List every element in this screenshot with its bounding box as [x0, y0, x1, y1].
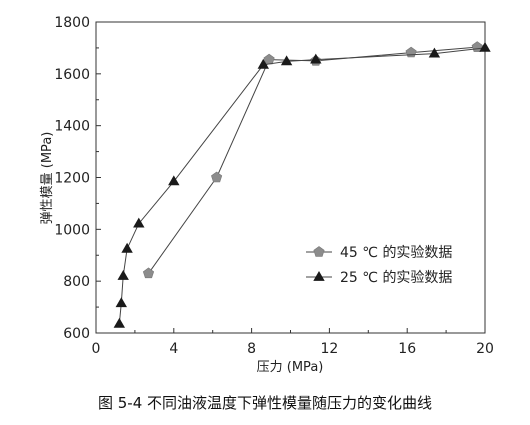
x-tick-label: 12 — [320, 341, 338, 357]
legend-label: 25 ℃ 的实验数据 — [340, 270, 452, 286]
legend-pentagon-marker — [313, 246, 325, 257]
series-group — [142, 41, 483, 279]
triangle-point — [117, 269, 129, 280]
y-axis-label: 弹性模量 (MPa) — [40, 132, 55, 225]
y-axis: 600 800 1000 1200 1400 1600 1800 — [54, 15, 101, 342]
plot-frame — [95, 21, 486, 334]
y-tick-label: 800 — [63, 274, 90, 290]
y-tick-label: 1200 — [54, 171, 90, 187]
y-tick-label: 600 — [63, 326, 90, 342]
triangle-point — [310, 53, 322, 64]
pentagon-point — [211, 171, 223, 183]
x-axis-label: 压力 (MPa) — [257, 360, 324, 375]
y-tick-label: 1000 — [54, 222, 90, 238]
x-axis: 0 4 8 12 16 20 — [92, 328, 494, 357]
triangle-point — [168, 175, 180, 186]
x-tick-label: 0 — [92, 341, 101, 357]
legend-triangle-marker — [313, 271, 325, 281]
triangle-point — [479, 41, 491, 52]
triangle-point — [428, 47, 441, 58]
pentagon-point — [142, 267, 155, 279]
y-tick-label: 1800 — [54, 15, 90, 31]
x-tick-label: 8 — [247, 341, 256, 357]
chart: 0 4 8 12 16 20 600 800 1000 1200 1400 1600 1800 压力 … — [40, 15, 494, 375]
legend: 45 ℃ 的实验数据 25 ℃ 的实验数据 — [306, 245, 452, 286]
x-tick-label: 4 — [169, 341, 178, 357]
triangle-point — [113, 317, 125, 328]
series-group — [113, 41, 491, 328]
pentagon-point — [263, 53, 275, 65]
triangle-point — [133, 217, 145, 228]
x-tick-label: 16 — [398, 341, 416, 357]
y-tick-label: 1600 — [54, 67, 90, 83]
series-line — [148, 46, 478, 274]
legend-label: 45 ℃ 的实验数据 — [340, 245, 452, 261]
triangle-point — [257, 58, 269, 69]
triangle-point — [280, 55, 293, 66]
pentagon-point — [405, 46, 417, 58]
triangle-point — [121, 242, 133, 253]
x-tick-label: 20 — [476, 341, 494, 357]
figure-caption: 图 5-4 不同油液温度下弹性模量随压力的变化曲线 — [97, 394, 433, 412]
y-tick-label: 1400 — [54, 119, 90, 135]
triangle-point — [115, 297, 127, 308]
series-layer — [113, 41, 491, 328]
